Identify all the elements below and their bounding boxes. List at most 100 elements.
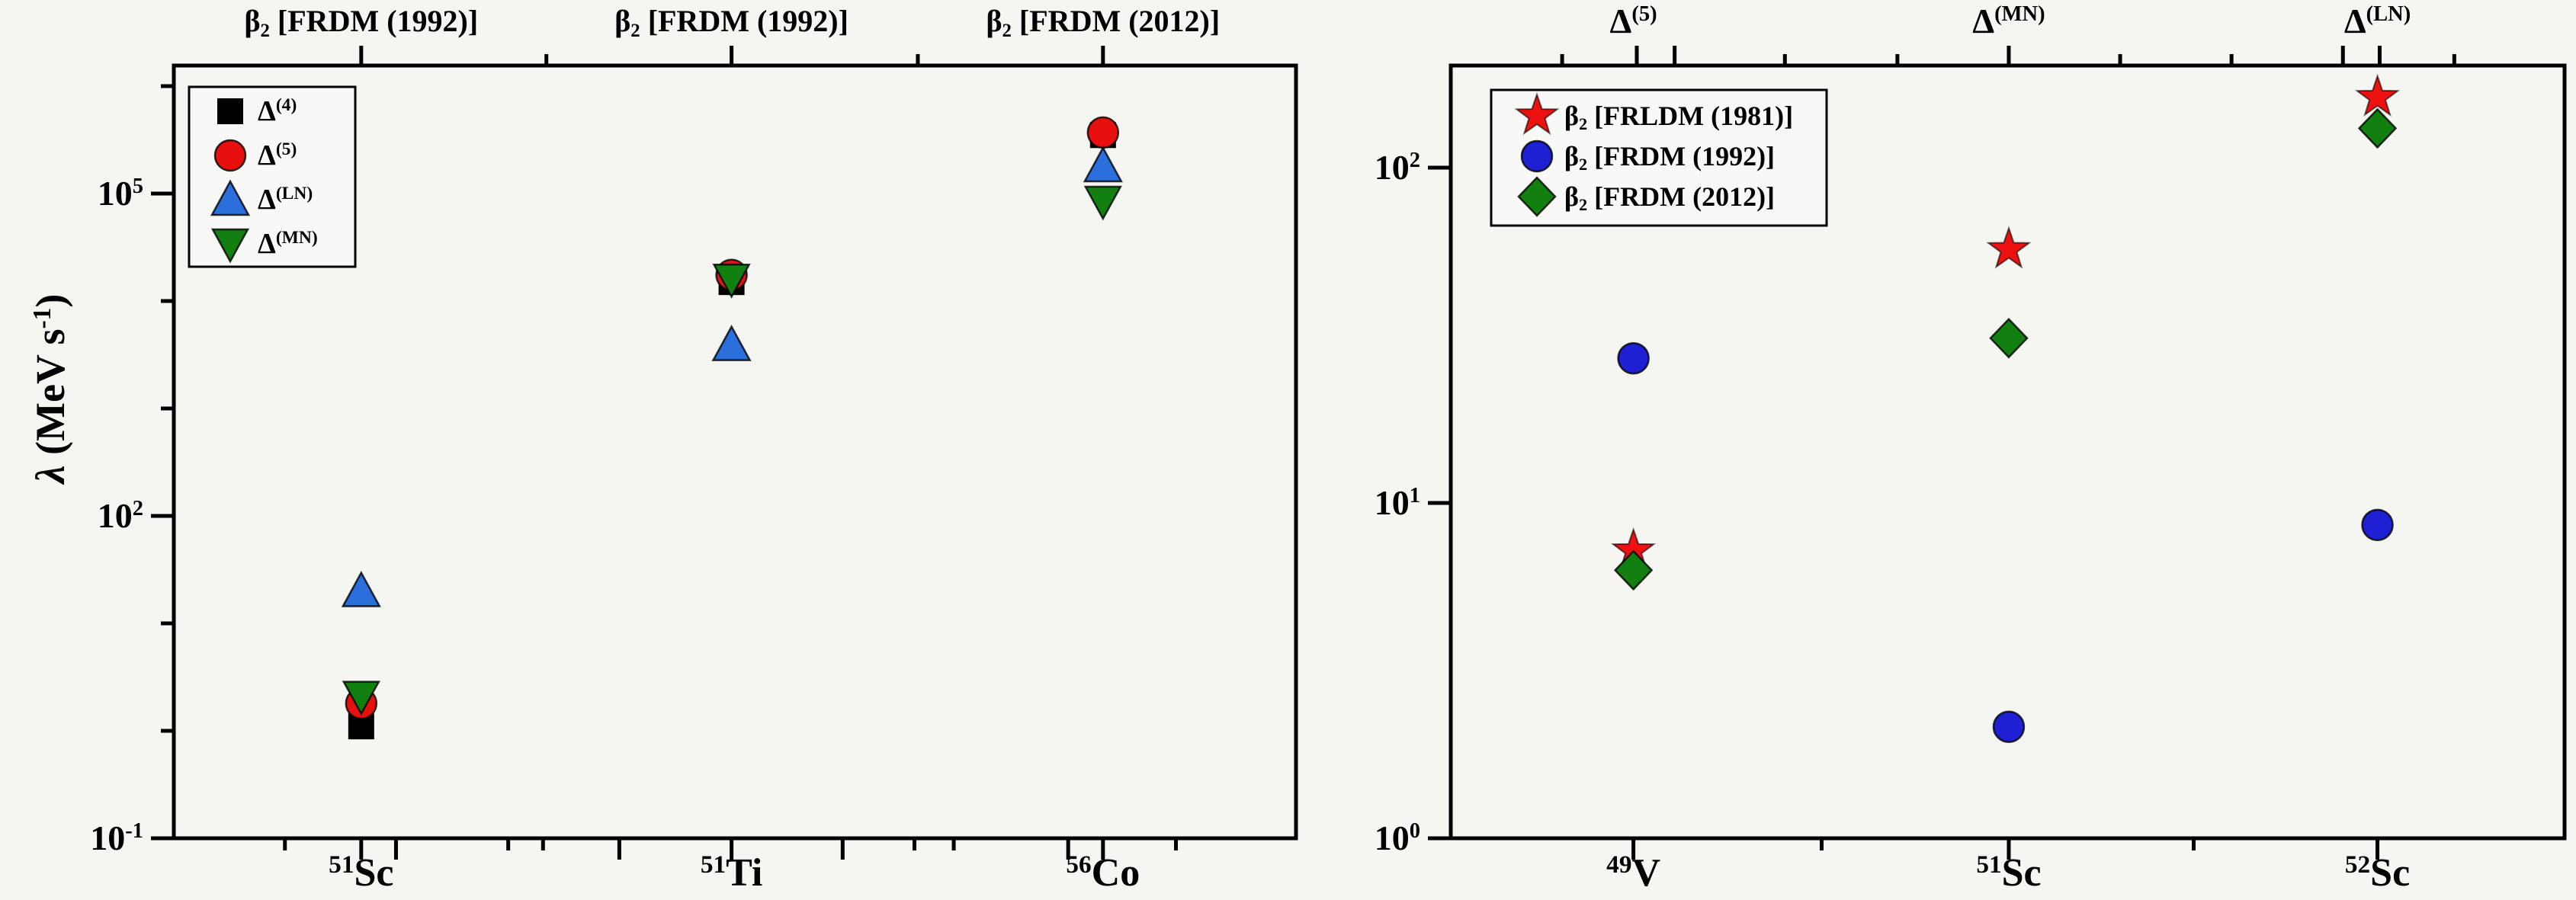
x-axis-tick-label: 49V (1606, 851, 1661, 895)
delta-LN-marker-51Sc (341, 570, 381, 607)
text: Ti (726, 851, 763, 895)
top-axis-label: Δ(LN) (2344, 4, 2411, 39)
sp-text: (4) (275, 95, 297, 116)
text: [FRDM (2012)] (1587, 181, 1776, 212)
it-text: λ (27, 465, 73, 484)
sp-text: 49 (1606, 850, 1632, 879)
x-axis-tick-label: 51Ti (701, 851, 763, 895)
delta-MN-legend-marker (210, 228, 250, 264)
beta2-frdm-2012-marker-52Sc (2357, 107, 2398, 149)
text: [FRDM (1992)] (1587, 141, 1776, 171)
legend-label-delta-5: Δ(5) (258, 139, 297, 171)
x-axis-tick-label: 51Sc (329, 851, 394, 895)
text: ) (27, 293, 73, 308)
sp-text: 2 (132, 497, 143, 521)
top-axis-label: Δ(5) (1610, 4, 1657, 39)
sb-text: 2 (1578, 114, 1588, 134)
delta-MN-marker-51Ti (712, 263, 751, 299)
text: β (614, 4, 631, 38)
sb-text: 2 (630, 20, 640, 41)
legend-label-beta2-frdm-2012: β2 [FRDM (2012)] (1564, 181, 1776, 213)
right-plot-area (1428, 46, 2567, 860)
text: [FRDM (1992)] (269, 4, 479, 38)
sp-text: 52 (2344, 850, 2371, 879)
delta-MN-marker-56Co (1083, 185, 1122, 221)
y-axis-title: λ (MeV s-1) (27, 293, 73, 484)
sp-text: 51 (1976, 850, 2002, 879)
sp-text: 51 (329, 850, 354, 879)
sp-text: (MN) (275, 228, 318, 248)
legend-label-delta-LN: Δ(LN) (258, 184, 313, 216)
text: V (1631, 851, 1661, 895)
text: [FRDM (2012)] (1011, 4, 1221, 38)
text: Sc (354, 851, 394, 895)
text: Δ (1609, 2, 1632, 40)
sb-text: 2 (1578, 195, 1588, 215)
text: 10 (97, 496, 133, 535)
top-axis-label: β2 [FRDM (1992)] (244, 4, 479, 40)
y-axis-tick-label: 105 (98, 176, 143, 211)
top-axis-label: β2 [FRDM (1992)] (614, 4, 849, 40)
sp-text: 2 (1409, 149, 1420, 173)
sp-text: 1 (1409, 484, 1420, 508)
beta2-frldm-1981-legend-marker (1514, 91, 1560, 136)
beta2-frldm-1981-marker-51Sc (1986, 226, 2032, 269)
text: [FRLDM (1981)] (1587, 101, 1794, 131)
left-plot-frame (172, 63, 1298, 841)
beta2-frdm-1992-legend-marker (1520, 139, 1554, 173)
text: 10 (90, 818, 126, 857)
delta-MN-marker-51Sc (342, 681, 380, 716)
left-plot-area (151, 46, 1298, 860)
sp-text: -1 (27, 307, 56, 329)
text: 10 (1374, 818, 1410, 857)
text: Δ (258, 139, 276, 171)
text: (MeV s (27, 328, 73, 466)
sp-text: (LN) (2366, 2, 2411, 27)
sp-text: 56 (1066, 850, 1092, 879)
text: Δ (258, 95, 276, 127)
sp-text: (LN) (275, 184, 313, 204)
sb-text: 2 (1578, 155, 1588, 175)
text: β (244, 4, 261, 38)
text: Δ (258, 184, 276, 216)
sp-text: -1 (125, 819, 143, 844)
x-axis-tick-label: 52Sc (2345, 851, 2411, 895)
beta2-frdm-1992-marker-51Sc (1992, 710, 2026, 743)
top-axis-label: β2 [FRDM (2012)] (986, 4, 1221, 40)
text: Δ (2343, 2, 2366, 40)
x-axis-tick-label: 56Co (1066, 851, 1140, 895)
legend-label-beta2-frldm-1981: β2 [FRLDM (1981)] (1564, 101, 1794, 134)
sp-text: (MN) (1994, 2, 2045, 27)
sb-text: 2 (1002, 20, 1012, 41)
text: β (1564, 181, 1579, 212)
sp-text: (5) (1631, 2, 1657, 27)
delta-LN-marker-51Ti (711, 325, 752, 361)
sp-text: 5 (132, 175, 143, 199)
text: 10 (97, 174, 133, 213)
sp-text: 51 (700, 850, 727, 879)
beta2-frdm-2012-marker-51Sc (1989, 317, 2029, 359)
legend-label-beta2-frdm-1992: β2 [FRDM (1992)] (1564, 141, 1776, 173)
y-axis-tick-label: 10-1 (90, 821, 143, 856)
legend-label-delta-4: Δ(4) (258, 95, 297, 127)
delta-5-legend-marker (213, 139, 247, 172)
beta2-frdm-1992-marker-49V (1617, 341, 1650, 375)
y-axis-tick-label: 102 (98, 498, 143, 533)
y-axis-tick-label: 100 (1375, 821, 1420, 856)
text: 10 (1374, 148, 1410, 187)
y-axis-tick-label: 102 (1375, 150, 1420, 185)
legend-label-delta-MN: Δ(MN) (258, 229, 318, 258)
text: Sc (2370, 851, 2411, 895)
text: Sc (2001, 851, 2042, 895)
sp-text: (5) (275, 139, 297, 160)
text: β (1564, 141, 1579, 171)
text: 10 (1374, 483, 1410, 522)
text: Δ (1972, 2, 1995, 40)
beta2-frdm-2012-marker-49V (1613, 549, 1654, 591)
text: Co (1091, 851, 1140, 895)
beta2-frldm-1981-marker-52Sc (2354, 73, 2401, 117)
x-axis-tick-label: 51Sc (1976, 851, 2042, 895)
text: β (1564, 101, 1579, 131)
